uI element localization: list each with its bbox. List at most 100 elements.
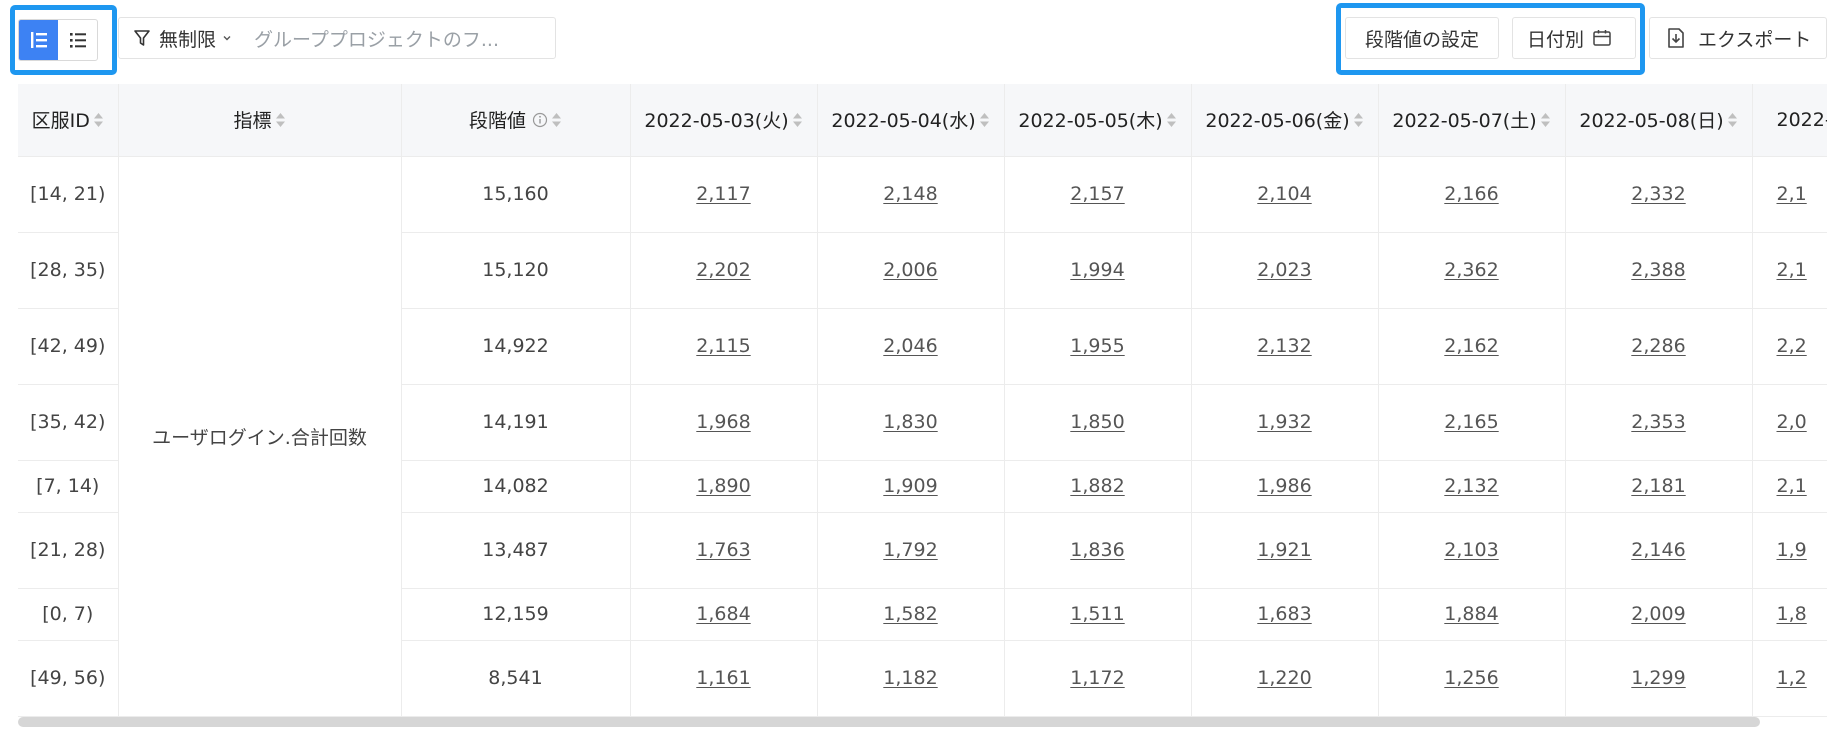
daily-value-link[interactable]: 2,332 [1565,156,1753,233]
group-filter: 無制限 グループプロジェクトのフ... [118,17,556,59]
daily-value-link[interactable]: 2,104 [1191,156,1379,233]
daily-value-link[interactable]: 2,009 [1565,588,1753,641]
daily-value-link[interactable]: 2,162 [1378,308,1566,385]
daily-value-link[interactable]: 2,202 [630,232,818,309]
range-id-cell: [28, 35) [18,232,119,309]
view-toggle-highlight [10,5,117,75]
daily-value-link[interactable]: 1,968 [630,384,818,461]
filter-icon[interactable] [133,29,151,47]
sort-icon[interactable] [1540,111,1551,133]
chevron-down-icon[interactable] [222,33,232,43]
daily-value-link[interactable]: 2,157 [1004,156,1192,233]
daily-value-link[interactable]: 1,182 [817,640,1005,717]
daily-value-link[interactable]: 1,220 [1191,640,1379,717]
daily-value-link[interactable]: 1,921 [1191,512,1379,589]
stage-value-settings-button[interactable]: 段階値の設定 [1345,17,1499,59]
daily-value-link[interactable]: 1,299 [1565,640,1753,717]
date-mode-button[interactable]: 日付別 [1512,17,1636,59]
column-header-label: 2022-05-07(土) [1392,110,1537,133]
info-icon[interactable] [532,111,548,133]
daily-value-link[interactable]: 1,909 [817,460,1005,513]
range-id-cell: [14, 21) [18,156,119,233]
daily-value-link[interactable]: 1,161 [630,640,818,717]
sort-icon[interactable] [1353,111,1364,133]
grouped-list-icon [30,32,47,48]
daily-value-link[interactable]: 2,006 [817,232,1005,309]
daily-value-link[interactable]: 1,850 [1004,384,1192,461]
daily-value-link[interactable]: 2,1 [1752,232,1827,309]
list-view-button[interactable] [58,20,97,60]
daily-value-link[interactable]: 2,115 [630,308,818,385]
daily-value-link[interactable]: 1,994 [1004,232,1192,309]
range-id-cell: [7, 14) [18,460,119,513]
horizontal-scrollbar[interactable] [18,717,1760,727]
daily-value-link[interactable]: 2,353 [1565,384,1753,461]
date-mode-label: 日付別 [1527,28,1585,51]
column-header-date[interactable]: 2022-05-08(日) [1565,84,1753,157]
view-toggle [18,19,98,61]
daily-value-link[interactable]: 2,146 [1565,512,1753,589]
range-id-cell: [21, 28) [18,512,119,589]
daily-value-link[interactable]: 1,172 [1004,640,1192,717]
daily-value-link[interactable]: 2,046 [817,308,1005,385]
column-header-date[interactable]: 2022-05-06(金) [1191,84,1379,157]
daily-value-link[interactable]: 1,511 [1004,588,1192,641]
daily-value-link[interactable]: 1,2 [1752,640,1827,717]
sort-icon[interactable] [979,111,990,133]
daily-value-link[interactable]: 2,103 [1378,512,1566,589]
daily-value-link[interactable]: 2,166 [1378,156,1566,233]
daily-value-link[interactable]: 2,388 [1565,232,1753,309]
column-header-stage[interactable]: 段階値 [401,84,631,157]
daily-value-link[interactable]: 1,932 [1191,384,1379,461]
daily-value-link[interactable]: 2,286 [1565,308,1753,385]
daily-value-link[interactable]: 2,1 [1752,460,1827,513]
daily-value-link[interactable]: 2,023 [1191,232,1379,309]
sort-icon[interactable] [93,111,104,133]
daily-value-link[interactable]: 1,792 [817,512,1005,589]
sort-icon[interactable] [1166,111,1177,133]
daily-value-link[interactable]: 2,0 [1752,384,1827,461]
daily-value-link[interactable]: 1,890 [630,460,818,513]
export-button[interactable]: エクスポート [1649,17,1827,59]
daily-value-link[interactable]: 1,986 [1191,460,1379,513]
daily-value-link[interactable]: 1,830 [817,384,1005,461]
column-header-label: 段階値 [468,110,526,133]
sort-icon[interactable] [275,111,286,133]
range-id-cell: [49, 56) [18,640,119,717]
column-header-date[interactable]: 2022-05-03(火) [630,84,818,157]
daily-value-link[interactable]: 1,8 [1752,588,1827,641]
daily-value-link[interactable]: 2,117 [630,156,818,233]
daily-value-link[interactable]: 1,882 [1004,460,1192,513]
daily-value-link[interactable]: 1,955 [1004,308,1192,385]
group-project-search-input[interactable]: グループプロジェクトのフ... [254,28,499,51]
daily-value-link[interactable]: 1,582 [817,588,1005,641]
column-header-date[interactable]: 2022-05-04(水) [817,84,1005,157]
download-icon [1664,26,1688,50]
daily-value-link[interactable]: 2,1 [1752,156,1827,233]
column-header-metric[interactable]: 指標 [118,84,402,157]
grouped-view-button[interactable] [19,20,58,60]
daily-value-link[interactable]: 2,132 [1378,460,1566,513]
sort-icon[interactable] [551,111,562,133]
daily-value-link[interactable]: 1,763 [630,512,818,589]
daily-value-link[interactable]: 2,148 [817,156,1005,233]
sort-icon[interactable] [1727,111,1738,133]
column-header-date[interactable]: 2022-05 [1752,84,1827,157]
daily-value-link[interactable]: 1,684 [630,588,818,641]
daily-value-link[interactable]: 1,836 [1004,512,1192,589]
column-header-date[interactable]: 2022-05-07(土) [1378,84,1566,157]
daily-value-link[interactable]: 1,9 [1752,512,1827,589]
daily-value-link[interactable]: 2,165 [1378,384,1566,461]
daily-value-link[interactable]: 1,884 [1378,588,1566,641]
filter-scope-select[interactable]: 無制限 [159,28,217,51]
column-header-range-id[interactable]: 区服ID [18,84,119,157]
daily-value-link[interactable]: 2,362 [1378,232,1566,309]
daily-value-link[interactable]: 1,256 [1378,640,1566,717]
daily-value-link[interactable]: 2,2 [1752,308,1827,385]
sort-icon[interactable] [792,111,803,133]
daily-value-link[interactable]: 1,683 [1191,588,1379,641]
daily-value-link[interactable]: 2,181 [1565,460,1753,513]
column-header-date[interactable]: 2022-05-05(木) [1004,84,1192,157]
daily-value-link[interactable]: 2,132 [1191,308,1379,385]
table-row: [35, 42) 14,191 1,968 1,830 1,850 1,932 2,165 2… [18,384,1827,461]
